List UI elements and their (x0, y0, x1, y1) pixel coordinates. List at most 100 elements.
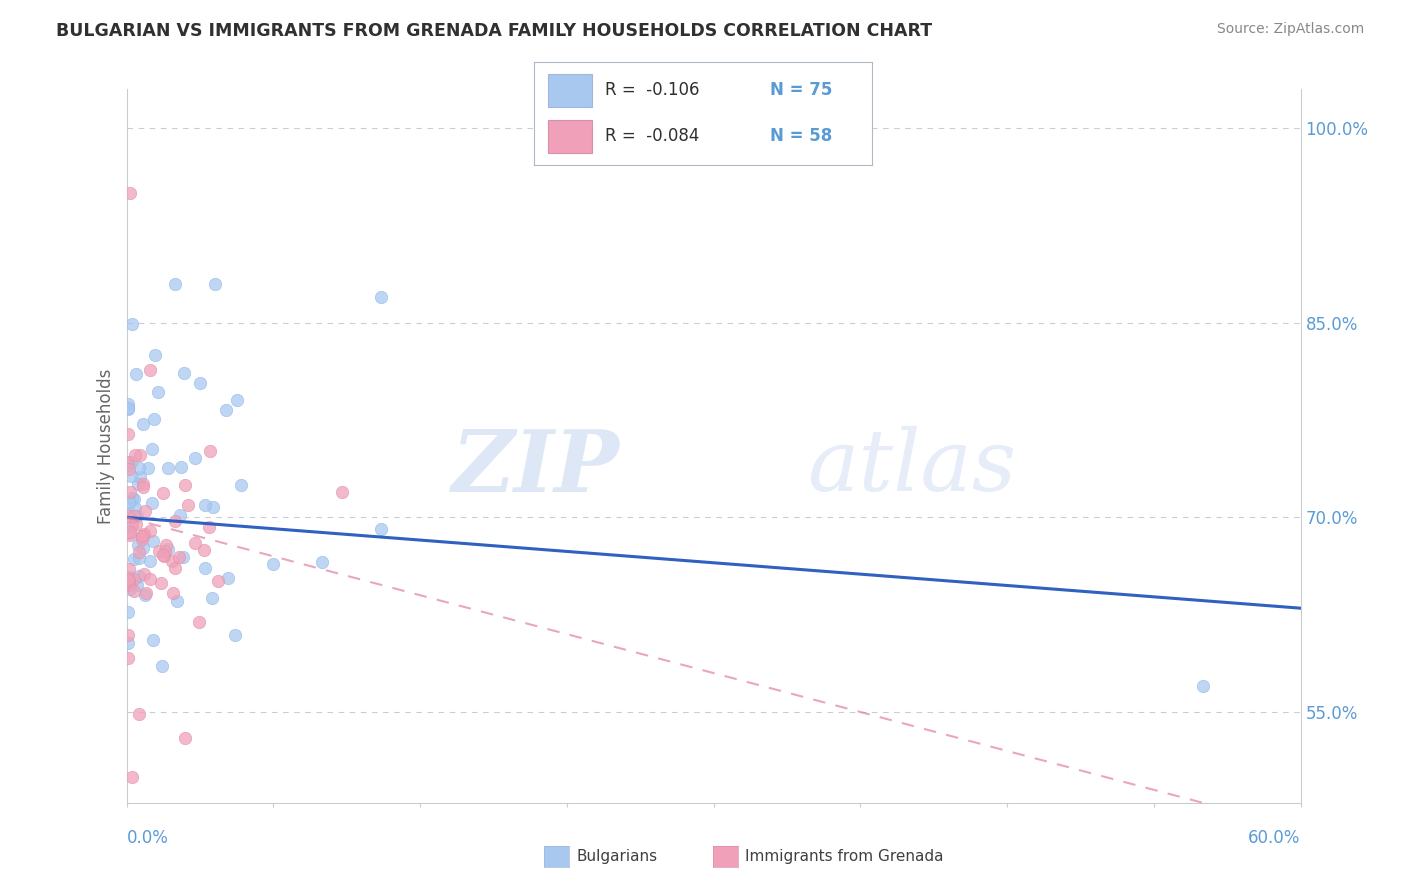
Point (188, 376, 211, 390)
Point (128, 550, 150, 565)
Point (120, 576, 142, 591)
Point (120, 519, 142, 533)
Point (122, 509, 145, 524)
Y-axis label: Family Households: Family Households (97, 368, 115, 524)
Point (226, 392, 249, 407)
Point (127, 476, 149, 491)
Point (118, 508, 141, 523)
Point (152, 548, 174, 562)
Point (117, 454, 139, 468)
Point (118, 577, 141, 591)
Point (132, 527, 155, 541)
Point (135, 586, 157, 600)
Point (141, 442, 163, 457)
Point (125, 516, 148, 531)
Point (118, 528, 141, 542)
Point (1191, 679, 1213, 693)
Point (194, 498, 217, 512)
Point (169, 508, 191, 523)
Point (370, 290, 392, 304)
Point (132, 480, 155, 494)
Point (200, 444, 222, 458)
Point (120, 455, 142, 469)
Point (231, 478, 253, 492)
Point (128, 545, 150, 559)
Point (132, 477, 155, 491)
Point (132, 417, 155, 431)
Point (202, 500, 225, 515)
Text: Immigrants from Grenada: Immigrants from Grenada (745, 849, 943, 863)
Point (117, 401, 139, 416)
Point (177, 499, 200, 513)
Text: Source: ZipAtlas.com: Source: ZipAtlas.com (1216, 22, 1364, 37)
Point (217, 571, 239, 585)
Point (118, 461, 141, 475)
Point (142, 534, 165, 549)
Point (139, 524, 162, 538)
Point (136, 461, 159, 475)
Point (120, 524, 142, 539)
Point (152, 486, 174, 500)
Point (122, 572, 145, 586)
Point (120, 582, 142, 596)
Point (117, 636, 139, 650)
Point (172, 550, 194, 565)
Point (156, 542, 179, 557)
Point (118, 525, 141, 540)
Point (153, 544, 176, 558)
Point (162, 586, 184, 600)
Point (128, 707, 150, 722)
Point (311, 555, 333, 569)
Point (128, 568, 150, 582)
Point (150, 659, 173, 673)
Point (117, 572, 139, 586)
Point (117, 571, 139, 585)
Point (125, 509, 148, 524)
Point (122, 491, 145, 506)
Point (121, 317, 143, 331)
Point (127, 538, 149, 552)
Text: 60.0%: 60.0% (1249, 829, 1301, 847)
Point (163, 514, 186, 528)
Point (138, 554, 160, 568)
FancyBboxPatch shape (548, 120, 592, 153)
Point (124, 449, 146, 463)
Point (150, 575, 173, 590)
Point (207, 574, 229, 588)
Point (131, 541, 153, 556)
Point (125, 367, 148, 381)
Point (165, 560, 187, 574)
Point (132, 566, 155, 581)
Point (121, 517, 143, 532)
Point (134, 587, 156, 601)
Point (117, 500, 139, 514)
Text: BULGARIAN VS IMMIGRANTS FROM GRENADA FAMILY HOUSEHOLDS CORRELATION CHART: BULGARIAN VS IMMIGRANTS FROM GRENADA FAM… (56, 22, 932, 40)
FancyBboxPatch shape (548, 74, 592, 106)
Point (120, 186, 142, 200)
Point (204, 277, 226, 291)
Point (124, 500, 146, 515)
Point (134, 504, 156, 518)
Point (173, 477, 195, 491)
Point (139, 363, 162, 377)
Text: Bulgarians: Bulgarians (576, 849, 658, 863)
Point (155, 538, 177, 552)
Point (141, 495, 163, 509)
Text: N = 75: N = 75 (770, 81, 832, 99)
Point (148, 543, 170, 558)
Point (117, 458, 139, 473)
Point (143, 348, 166, 362)
Point (153, 549, 176, 564)
Point (262, 557, 284, 571)
Point (131, 532, 153, 546)
Text: N = 58: N = 58 (770, 128, 832, 145)
Point (117, 576, 139, 591)
Point (184, 536, 207, 550)
Point (184, 450, 207, 465)
Point (169, 459, 191, 474)
Point (131, 528, 153, 542)
Point (330, 485, 353, 500)
Point (165, 277, 187, 291)
Text: ZIP: ZIP (451, 425, 620, 509)
Point (128, 461, 150, 475)
